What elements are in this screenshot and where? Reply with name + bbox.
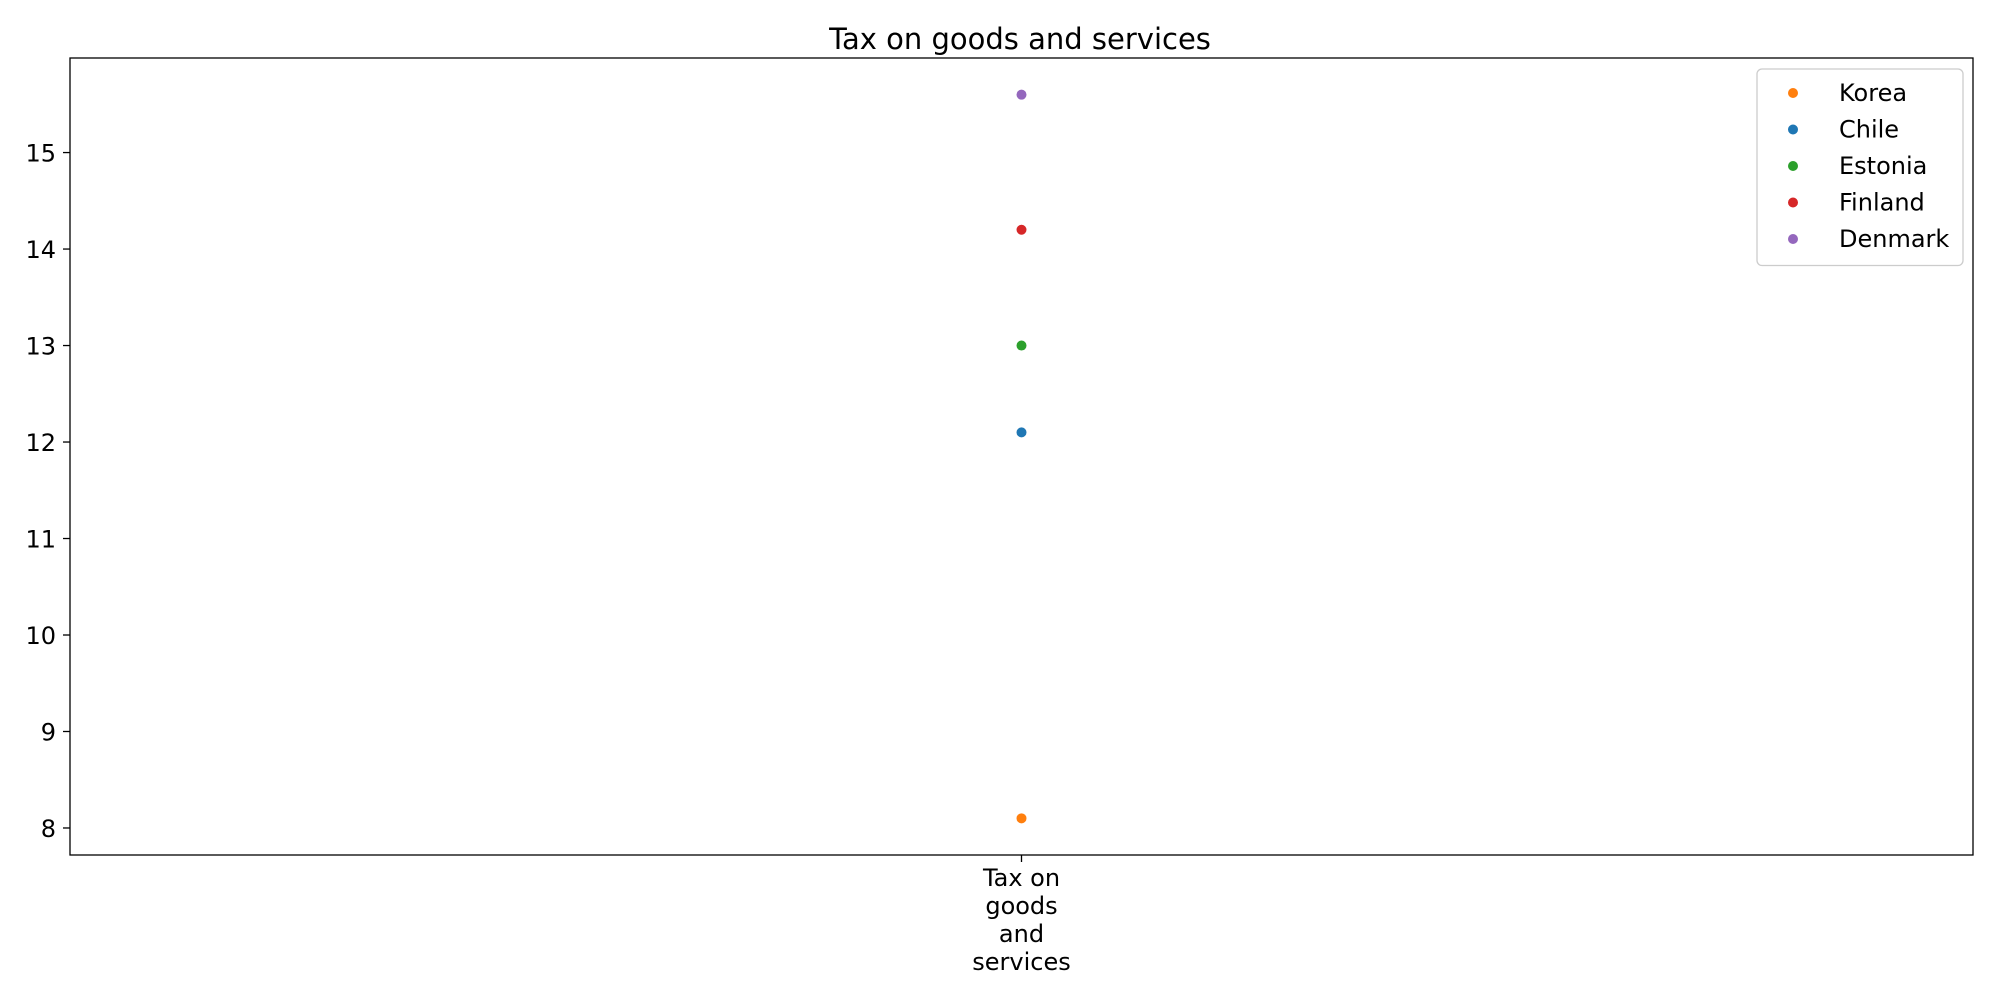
data-point-estonia[interactable] <box>1016 340 1027 351</box>
legend-marker <box>1788 124 1798 135</box>
legend-label: Chile <box>1839 116 1899 144</box>
x-tick-label-line: Tax on <box>982 864 1060 892</box>
data-point-korea[interactable] <box>1016 813 1027 824</box>
x-tick-label-line: goods <box>985 892 1057 920</box>
y-tick-label: 15 <box>25 140 56 168</box>
x-tick-label: Tax on goods and services <box>972 864 1070 976</box>
y-tick-label: 10 <box>25 622 56 650</box>
y-axis: 8 9 10 11 12 13 14 15 <box>25 140 70 843</box>
data-points <box>1016 89 1027 824</box>
legend-marker <box>1788 88 1798 98</box>
legend-marker <box>1788 161 1798 171</box>
x-tick-label-line: and <box>999 920 1044 948</box>
legend[interactable]: Korea Chile Estonia Finland Denmark <box>1756 68 1964 267</box>
x-tick-label-line: services <box>972 948 1070 976</box>
y-tick-label: 8 <box>41 815 56 843</box>
legend-marker <box>1788 234 1798 244</box>
y-tick-label: 12 <box>25 429 56 457</box>
legend-marker <box>1788 197 1798 208</box>
y-tick-label: 9 <box>41 718 56 746</box>
legend-label: Korea <box>1839 79 1907 107</box>
legend-label: Finland <box>1839 189 1925 217</box>
y-tick-label: 13 <box>25 333 56 361</box>
legend-label: Denmark <box>1839 225 1949 253</box>
data-point-finland[interactable] <box>1016 224 1027 235</box>
plot-area-frame <box>69 57 1974 856</box>
y-tick-label: 11 <box>25 526 56 554</box>
y-tick-label: 14 <box>25 236 56 264</box>
legend-box <box>1756 68 1964 267</box>
x-axis: Tax on goods and services <box>972 855 1071 976</box>
data-point-chile[interactable] <box>1016 427 1027 438</box>
legend-label: Estonia <box>1839 152 1927 180</box>
data-point-denmark[interactable] <box>1016 89 1027 100</box>
chart-title: Tax on goods and services <box>828 22 1211 56</box>
